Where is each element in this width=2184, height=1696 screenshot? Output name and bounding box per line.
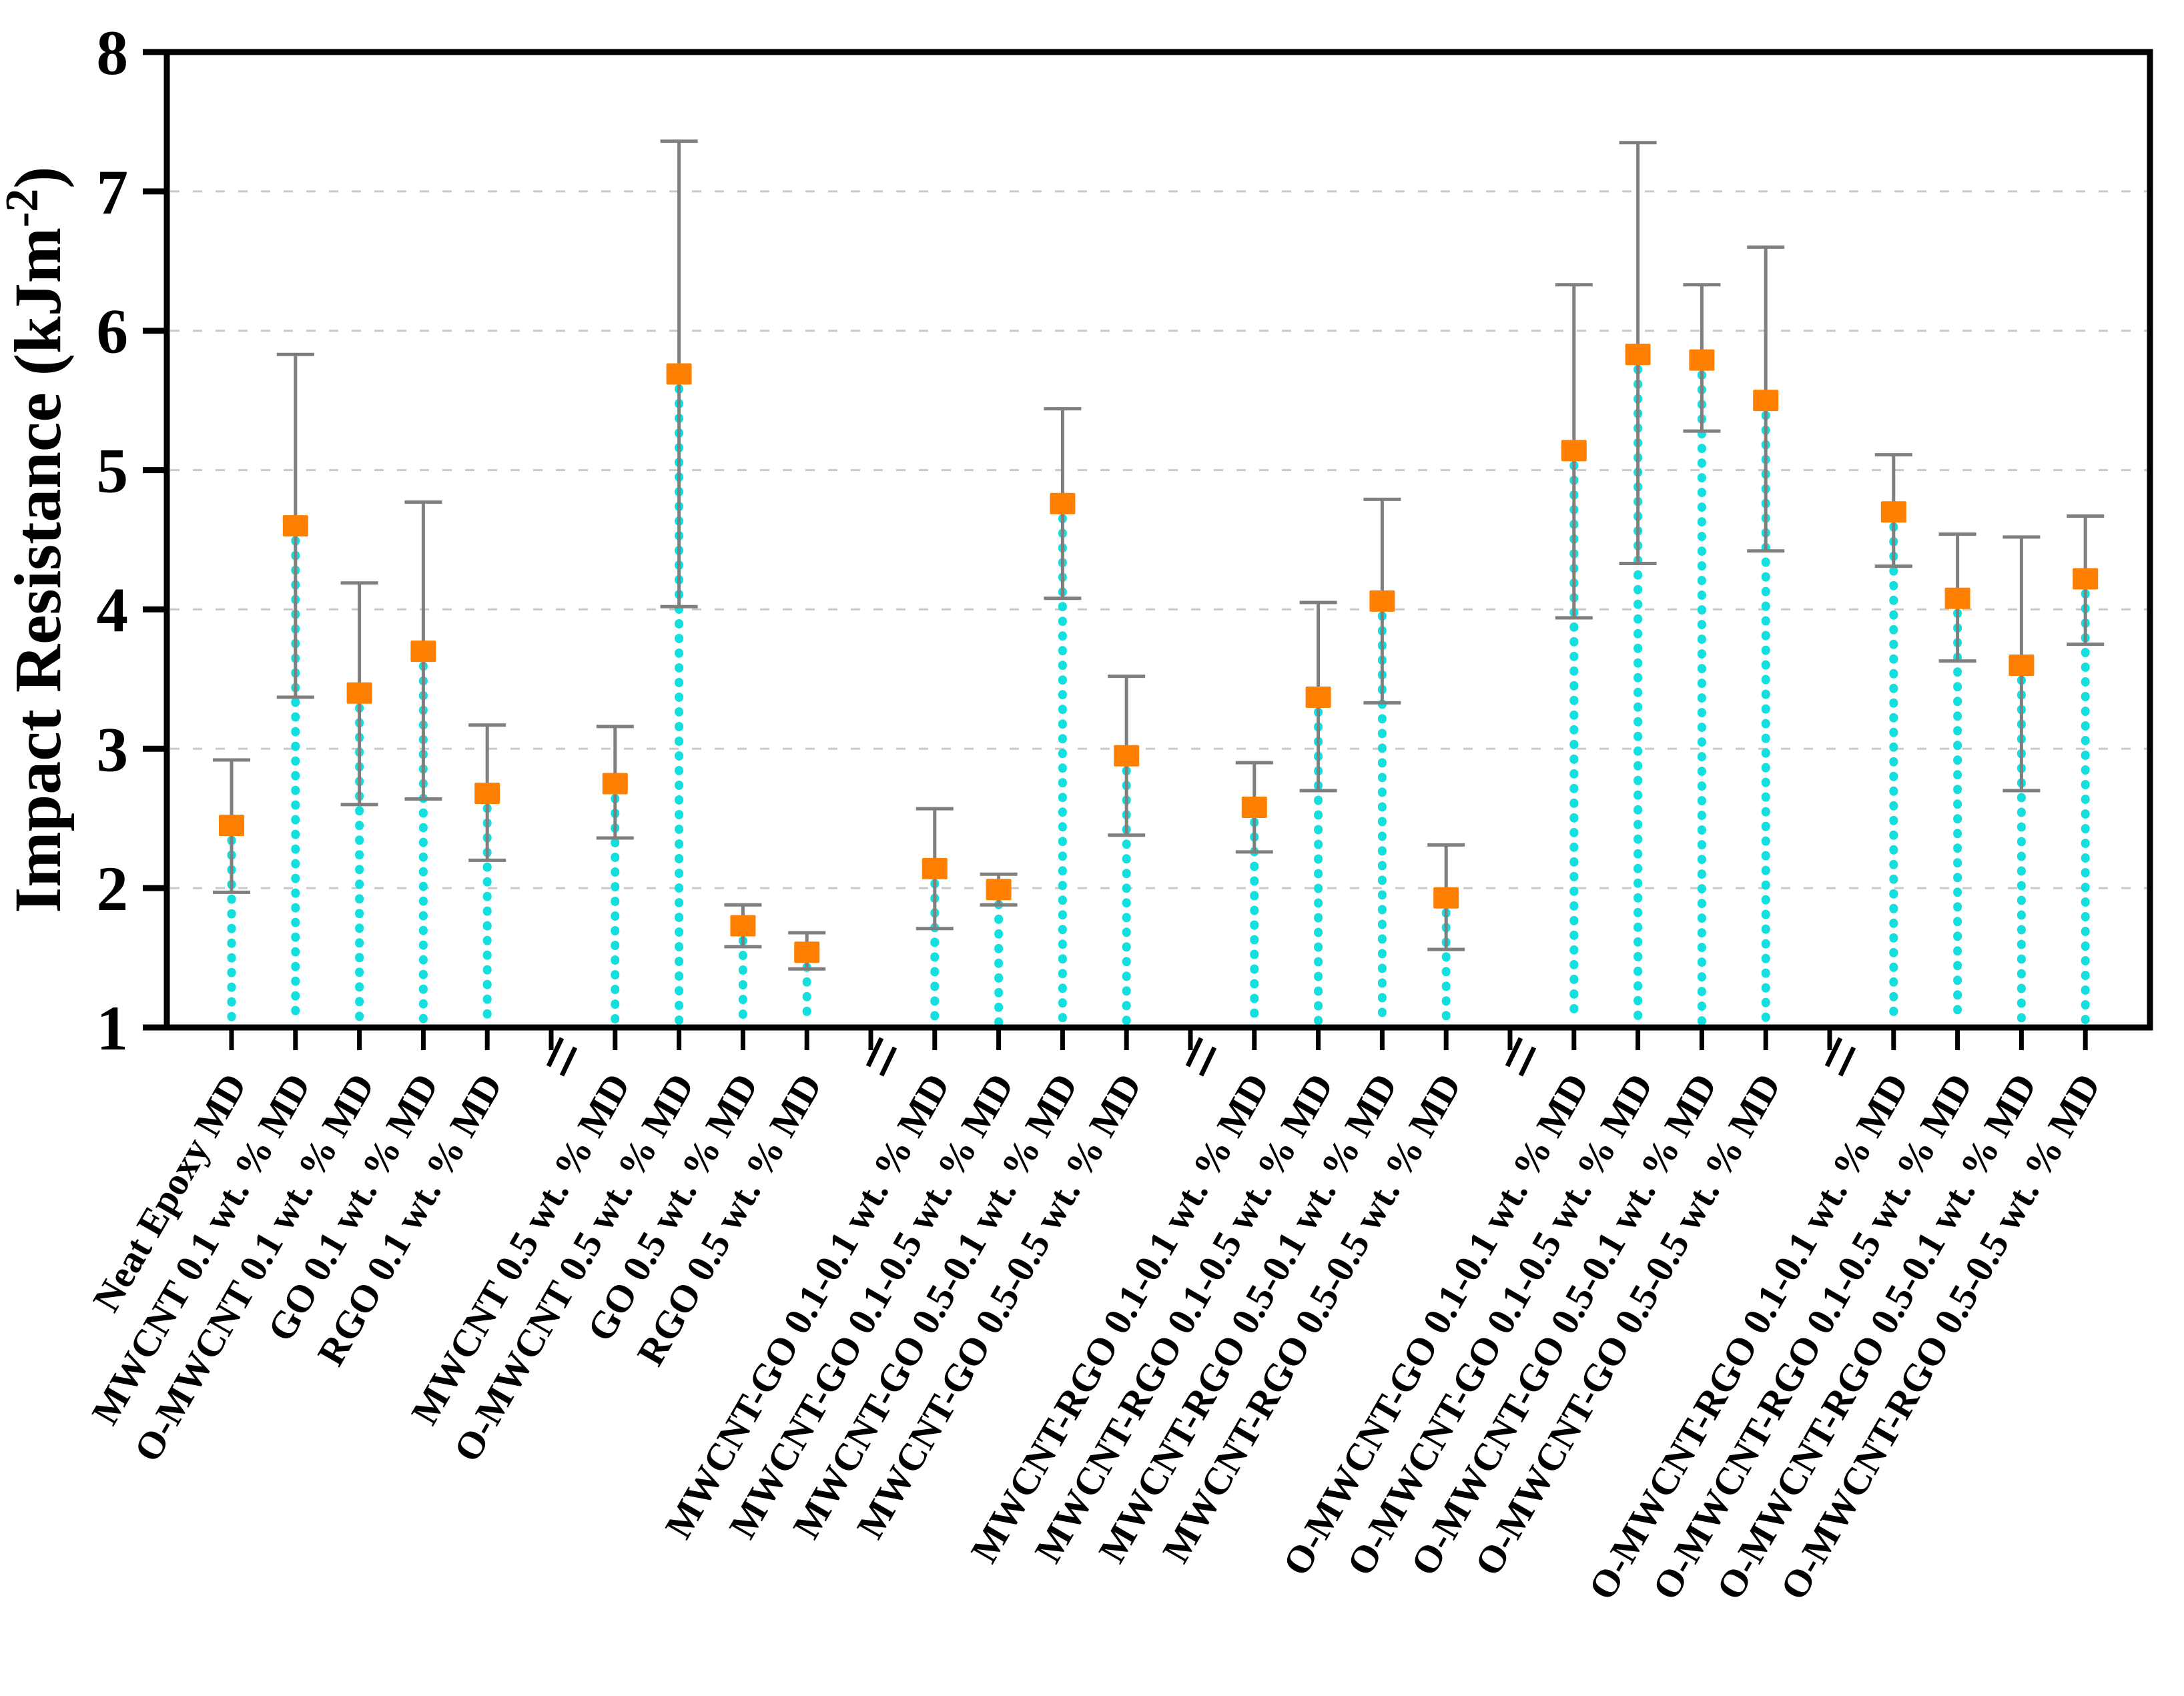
data-point-marker — [1944, 587, 1970, 609]
data-point-marker — [922, 857, 948, 879]
y-tick-label-7: 7 — [97, 157, 129, 228]
data-point-marker — [1114, 745, 1140, 767]
y-axis-title-superscript: -2 — [0, 189, 48, 228]
y-tick-label-3: 3 — [97, 714, 129, 785]
y-tick-label-8: 8 — [97, 17, 129, 88]
data-point-marker — [1753, 390, 1779, 412]
data-point-marker — [666, 363, 692, 385]
y-tick-label-1: 1 — [97, 993, 129, 1064]
data-point-marker — [346, 682, 372, 704]
data-point-marker — [1305, 687, 1331, 709]
data-point-marker — [2009, 654, 2035, 676]
axis-break-mark — [546, 1027, 578, 1077]
y-axis-tick-labels: 1 2 3 4 5 6 7 8 — [97, 17, 129, 1064]
y-axis-title-close: ) — [1, 166, 75, 188]
data-point-marker — [1241, 797, 1267, 819]
axis-break-mark — [1505, 1027, 1537, 1077]
data-point-marker — [1689, 349, 1715, 371]
data-point-marker — [2073, 568, 2099, 590]
data-point-marker — [410, 641, 436, 663]
axis-break-mark — [1824, 1027, 1856, 1077]
y-tick-label-2: 2 — [97, 853, 129, 924]
axis-break-mark — [1185, 1027, 1217, 1077]
gridlines — [170, 190, 2147, 889]
data-point-marker — [602, 773, 628, 795]
data-point-marker — [730, 915, 756, 937]
y-axis-title: Impact Resistance (kJm-2) — [0, 166, 75, 913]
data-point-marker — [986, 879, 1012, 901]
error-bars — [213, 139, 2105, 971]
data-point-marker — [1625, 344, 1651, 366]
axes-and-ticks — [143, 49, 2153, 1050]
data-point-marker — [282, 515, 308, 537]
data-point-marker — [1050, 492, 1076, 514]
data-point-marker — [1369, 590, 1395, 612]
y-tick-label-5: 5 — [97, 436, 129, 506]
data-point-marker — [474, 783, 500, 805]
data-point-marker — [1880, 501, 1906, 523]
data-point-marker — [1433, 887, 1459, 909]
data-markers — [219, 344, 2099, 963]
y-axis-title-text: Impact Resistance (kJm — [1, 228, 75, 913]
data-point-marker — [219, 815, 244, 837]
drop-lines — [227, 350, 2090, 1027]
data-point-marker — [1561, 440, 1587, 462]
y-tick-label-6: 6 — [97, 296, 129, 367]
axis-break-marks — [546, 1027, 1856, 1077]
axis-break-mark — [865, 1027, 897, 1077]
data-point-marker — [794, 941, 820, 963]
y-tick-label-4: 4 — [97, 574, 129, 645]
